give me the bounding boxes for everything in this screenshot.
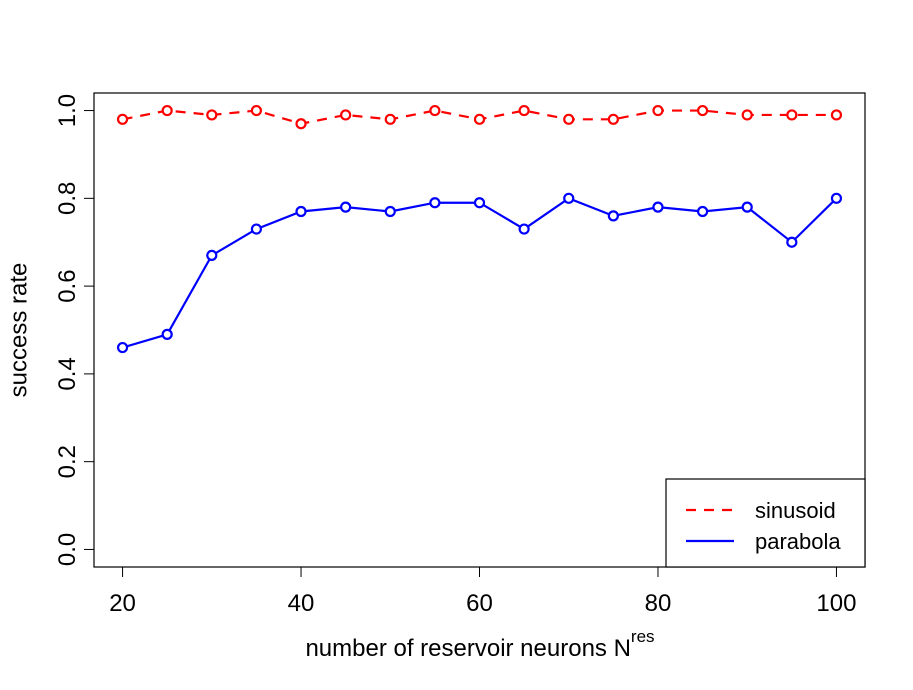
point <box>563 192 575 204</box>
point <box>429 197 441 209</box>
point <box>384 205 396 218</box>
point <box>161 328 173 340</box>
x-axis-title-sup: res <box>631 627 655 646</box>
point <box>116 113 129 125</box>
point <box>340 109 352 121</box>
y-tick-label: 0.6 <box>54 269 81 302</box>
y-tick-label: 0.2 <box>54 445 81 478</box>
point <box>830 192 843 204</box>
point <box>206 249 218 261</box>
legend-label: parabola <box>755 529 841 554</box>
point <box>384 113 396 125</box>
point <box>786 109 798 121</box>
point <box>295 118 307 130</box>
x-axis-title-main: number of reservoir neurons N <box>305 635 630 662</box>
point <box>830 109 843 121</box>
y-tick-label: 0.0 <box>54 533 81 566</box>
point <box>473 113 486 125</box>
x-tick-label: 40 <box>288 590 315 617</box>
x-axis-title: number of reservoir neurons Nres <box>305 627 654 662</box>
point <box>696 205 709 218</box>
point <box>741 201 753 213</box>
y-tick-label: 0.8 <box>54 182 81 215</box>
x-tick-label: 80 <box>645 590 672 617</box>
point <box>563 113 575 125</box>
point <box>295 205 307 218</box>
series-line <box>122 197 838 349</box>
point <box>116 341 129 354</box>
point <box>652 201 664 213</box>
point <box>518 104 530 117</box>
legend-box <box>665 478 866 568</box>
point <box>652 104 664 117</box>
y-axis-title: success rate <box>5 263 32 398</box>
point <box>518 223 530 235</box>
point <box>250 104 263 117</box>
legend: sinusoid parabola <box>665 478 866 568</box>
point <box>473 197 486 209</box>
point <box>786 236 798 248</box>
point <box>429 104 441 117</box>
point <box>607 113 619 125</box>
point <box>250 223 263 235</box>
legend-label: sinusoid <box>755 498 836 523</box>
point <box>607 210 619 222</box>
point <box>161 104 173 117</box>
x-tick-label: 60 <box>466 590 493 617</box>
x-tick-label: 100 <box>816 590 856 617</box>
point <box>340 201 352 213</box>
y-tick-label: 0.4 <box>54 357 81 390</box>
point <box>696 104 709 117</box>
point <box>741 109 753 121</box>
y-tick-label: 1.0 <box>54 94 81 127</box>
x-tick-label: 20 <box>109 590 136 617</box>
point <box>206 109 218 121</box>
